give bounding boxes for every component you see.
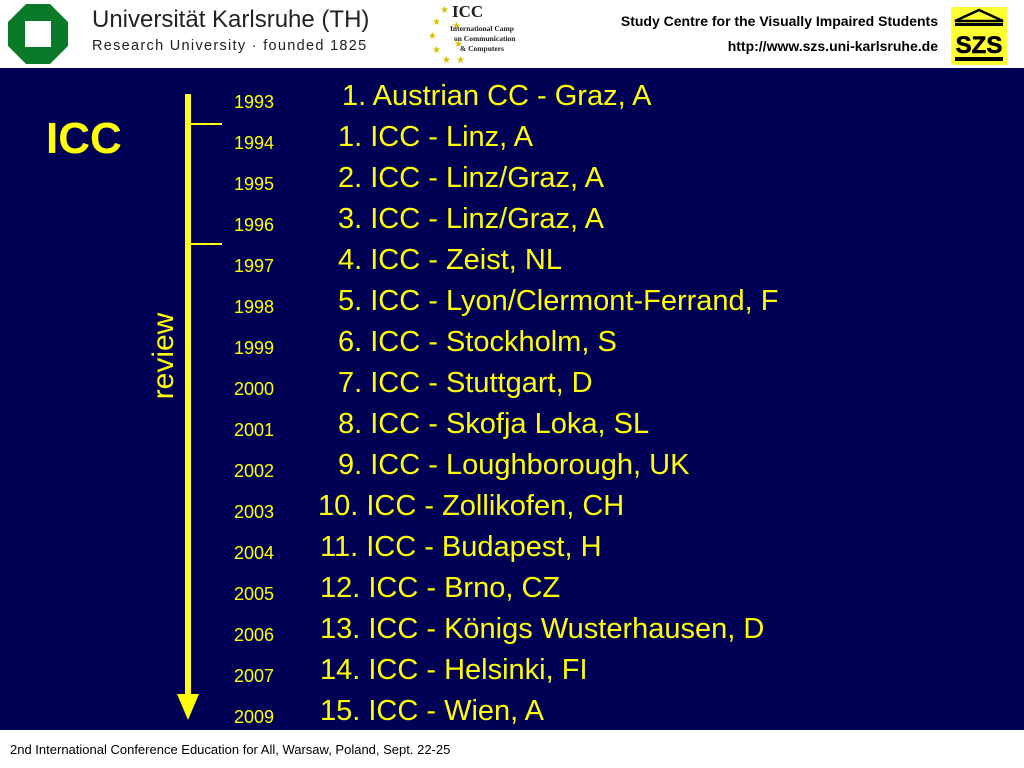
event-label: 5. ICC - Lyon/Clermont-Ferrand, F [338,285,779,317]
event-year: 2003 [234,502,275,522]
event-year: 1996 [234,215,275,235]
slide-header: Universität Karlsruhe (TH) Research Univ… [0,0,1024,68]
event-row: 1996 3. ICC - Linz/Graz, A [0,203,900,243]
event-row: 1994 1. ICC - Linz, A [0,121,900,161]
star-icon: ★ [432,17,441,28]
event-label: 8. ICC - Skofja Loka, SL [338,408,650,440]
event-row: 1993 1. Austrian CC - Graz, A [0,80,900,120]
event-row: 2007 14. ICC - Helsinki, FI [0,654,900,694]
star-icon: ★ [452,21,461,32]
event-year: 2000 [234,379,275,399]
star-icon: ★ [440,5,449,16]
event-label: 1. Austrian CC - Graz, A [342,80,652,112]
timeline-arrow [177,94,222,720]
event-row: 2003 10. ICC - Zollikofen, CH [0,490,900,530]
event-label: 6. ICC - Stockholm, S [338,326,617,358]
icc-logo: ★ ★ ★ ★ ★ ★ ★ ★ ICC International Camp o… [426,2,518,66]
centre-url-link[interactable]: http://www.szs.uni-karlsruhe.de [727,38,938,54]
event-row: 2000 7. ICC - Stuttgart, D [0,367,900,407]
event-year: 2004 [234,543,275,563]
event-year: 2009 [234,707,275,727]
icc-logo-line: & Computers [460,44,504,53]
event-label: 1. ICC - Linz, A [338,121,534,153]
event-year: 1998 [234,297,275,317]
event-label: 14. ICC - Helsinki, FI [320,654,588,686]
szs-logo-icon: SZS [951,7,1007,65]
event-label: 7. ICC - Stuttgart, D [338,367,593,399]
event-year: 1995 [234,174,275,194]
event-year: 2006 [234,625,275,645]
event-row: 1997 4. ICC - Zeist, NL [0,244,900,284]
event-row: 2004 11. ICC - Budapest, H [0,531,900,571]
event-year: 2001 [234,420,275,440]
star-icon: ★ [428,31,437,42]
centre-name: Study Centre for the Visually Impaired S… [620,13,938,29]
icc-logo-line: on Communication [454,34,516,43]
star-icon: ★ [456,55,465,66]
event-year: 2007 [234,666,275,686]
slide-title: ICC [46,114,122,163]
event-row: 2005 12. ICC - Brno, CZ [0,572,900,612]
event-row: 2002 9. ICC - Loughborough, UK [0,449,900,489]
footer-text: 2nd International Conference Education f… [10,742,451,757]
slide-footer: 2nd International Conference Education f… [0,730,1024,768]
event-label: 13. ICC - Königs Wusterhausen, D [320,613,765,645]
szs-logo-text: SZS [956,32,1003,59]
event-label: 12. ICC - Brno, CZ [320,572,561,604]
event-label: 11. ICC - Budapest, H [320,531,602,563]
event-label: 2. ICC - Linz/Graz, A [338,162,604,194]
star-icon: ★ [432,45,441,56]
event-row: 1995 2. ICC - Linz/Graz, A [0,162,900,202]
star-icon: ★ [454,39,463,50]
event-label: 3. ICC - Linz/Graz, A [338,203,604,235]
event-year: 1994 [234,133,275,153]
icc-logo-line: International Camp [450,24,514,33]
event-label: 10. ICC - Zollikofen, CH [318,490,625,522]
star-icon: ★ [442,55,451,66]
event-year: 2002 [234,461,275,481]
event-label: 9. ICC - Loughborough, UK [338,449,690,481]
university-name: Universität Karlsruhe (TH) [92,6,370,33]
event-row: 2006 13. ICC - Königs Wusterhausen, D [0,613,900,653]
event-year: 1993 [234,92,275,112]
event-row: 1999 6. ICC - Stockholm, S [0,326,900,366]
event-year: 1999 [234,338,275,358]
university-subtitle: Research University · founded 1825 [92,38,368,54]
event-label: 4. ICC - Zeist, NL [338,244,562,276]
event-year: 2005 [234,584,275,604]
event-label: 15. ICC - Wien, A [320,695,545,727]
event-row: 2009 15. ICC - Wien, A [0,695,900,735]
event-row: 2001 8. ICC - Skofja Loka, SL [0,408,900,448]
university-logo-icon [8,4,68,64]
event-year: 1997 [234,256,275,276]
event-row: 1998 5. ICC - Lyon/Clermont-Ferrand, F [0,285,900,325]
icc-logo-title: ICC [452,2,484,21]
